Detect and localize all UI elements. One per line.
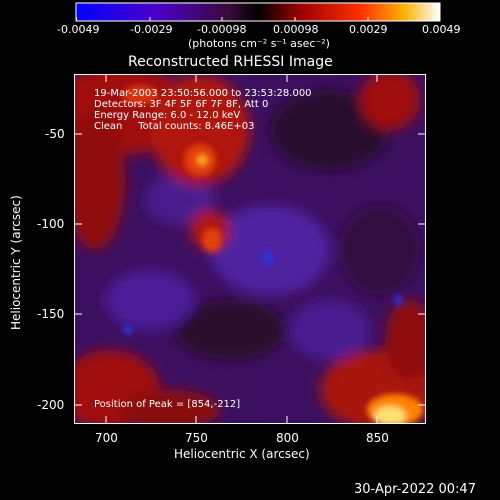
colorbar-tick-label: 0.0049 [422, 23, 461, 36]
x-tick-label: 700 [95, 431, 118, 445]
y-tick-label: -100 [37, 217, 65, 231]
info-time-range: 19-Mar-2003 23:50:56.000 to 23:53:28.000 [94, 88, 312, 99]
x-tick-label: 750 [185, 431, 208, 445]
info-detectors: Detectors: 3F 4F 5F 6F 7F 8F, Att 0 [94, 99, 269, 110]
y-tick-label: -150 [37, 307, 65, 321]
colorbar-tick-label: 0.00098 [273, 23, 319, 36]
y-axis-title: Heliocentric Y (arcsec) [9, 195, 23, 330]
peak-position-label: Position of Peak = [854,-212] [94, 399, 241, 410]
colorbar-tick-label: -0.0029 [130, 23, 173, 36]
plot-title: Reconstructed RHESSI Image [128, 54, 333, 70]
info-energy-range: Energy Range: 6.0 - 12.0 keV [94, 110, 241, 121]
x-tick-label: 800 [276, 431, 299, 445]
colorbar-tick-label: -0.00098 [197, 23, 247, 36]
y-tick-label: -50 [45, 127, 65, 141]
colorbar-tick-label: 0.0029 [349, 23, 388, 36]
footer-timestamp: 30-Apr-2022 00:47 [354, 482, 476, 497]
x-axis-title: Heliocentric X (arcsec) [174, 447, 310, 461]
info-clean-counts: Clean Total counts: 8.46E+03 [94, 121, 255, 132]
colorbar-units: (photons cm⁻² s⁻¹ asec⁻²) [188, 37, 330, 50]
y-tick-label: -200 [37, 398, 65, 412]
colorbar-gradient [75, 2, 441, 22]
x-tick-label: 850 [366, 431, 389, 445]
y-axis-ticks [74, 133, 426, 406]
colorbar-tick-label: -0.0049 [57, 23, 100, 36]
x-axis-ticks [105, 74, 378, 424]
colorbar-tick-marks [76, 17, 440, 21]
colorbar [75, 2, 441, 22]
